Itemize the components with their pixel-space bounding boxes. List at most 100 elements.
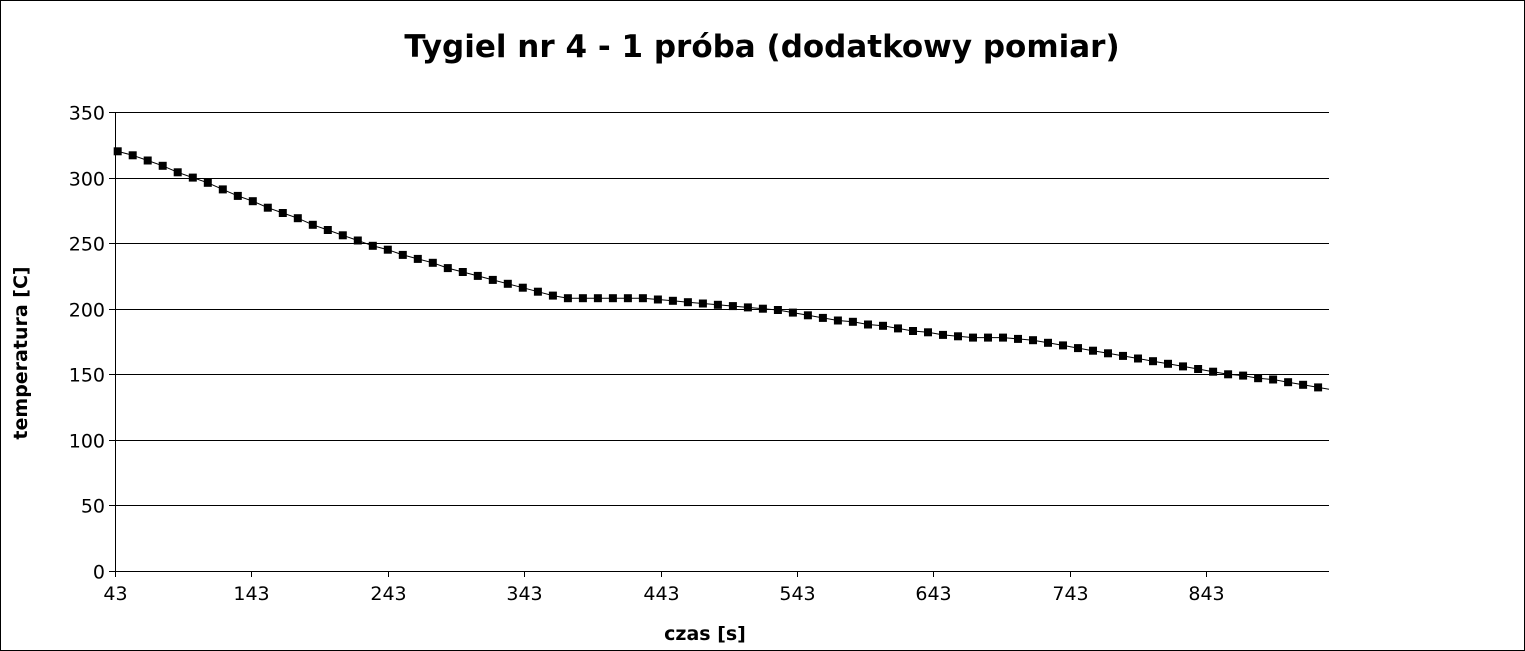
data-point [1059,341,1067,350]
data-point [158,161,167,170]
data-point [1104,349,1112,358]
data-point [548,291,557,300]
chart-title: Tygiel nr 4 - 1 próba (dodatkowy pomiar) [404,29,1119,65]
data-point [1134,354,1142,363]
data-point [383,245,392,254]
data-point [608,294,617,303]
x-axis-label: czas [s] [664,623,746,645]
x-tick-label: 43 [103,583,127,605]
data-point [984,333,992,342]
data-point [263,203,272,212]
data-point [533,287,542,296]
data-point [128,151,137,160]
data-point [879,321,887,330]
data-point [894,324,902,333]
data-point [593,294,602,303]
x-tick-labels: 43 143 243 343 443 543 643 743 843 [103,583,1224,605]
data-point [218,185,227,194]
data-point [1089,346,1097,355]
x-tick-label: 243 [370,583,406,605]
data-point [1239,371,1248,380]
data-point [248,197,257,206]
y-tick-label: 250 [69,234,105,256]
data-point [1044,338,1052,347]
series [113,147,1330,392]
data-point [909,327,917,335]
data-point [113,147,122,156]
data-point [203,178,212,187]
data-point [653,295,662,304]
x-tick-label: 143 [233,583,269,605]
data-point [758,304,767,313]
data-point [999,333,1007,342]
data-point [728,302,737,311]
data-point [1029,336,1037,345]
data-point [623,294,632,303]
data-point [1254,374,1263,383]
y-tick-label: 350 [69,103,105,125]
data-point [864,320,872,329]
data-point [1284,378,1293,387]
data-point [1179,362,1187,371]
data-point [458,268,467,276]
y-tick-label: 150 [69,365,105,387]
y-tick-labels: 0 50 100 150 200 250 300 350 [69,103,105,584]
x-tick-label: 743 [1052,583,1088,605]
data-point [698,299,707,308]
data-point [1194,365,1203,373]
data-point [443,264,452,273]
data-point [323,226,332,234]
x-tick-label: 543 [779,583,815,605]
data-point [488,275,497,284]
data-point [1149,357,1157,366]
data-point [578,294,587,303]
data-point [308,220,317,229]
data-point [518,283,527,292]
data-point [818,313,827,322]
data-point [1269,375,1278,384]
data-point [743,303,752,312]
x-tick-label: 643 [915,583,951,605]
data-point [969,333,977,342]
axes [109,112,1329,577]
y-tick-label: 0 [93,562,105,584]
data-point [803,311,812,320]
data-point [939,330,947,339]
data-point [503,279,512,288]
data-point [473,271,482,280]
data-point [173,168,182,177]
data-point [638,294,647,303]
data-point [563,294,572,303]
data-point [833,316,842,325]
data-point [278,209,287,217]
data-point [353,236,362,245]
data-point [428,258,437,267]
data-point [1314,383,1323,392]
data-point [954,332,962,341]
y-tick-label: 100 [69,431,105,453]
data-point [924,328,932,337]
data-point [1074,344,1082,353]
series-line [117,150,1330,390]
data-point [773,306,782,314]
data-point [1224,370,1233,379]
data-point [1299,380,1308,389]
data-point [143,156,152,165]
data-point [683,298,692,307]
data-point [188,173,197,182]
data-point [1014,334,1022,343]
y-tick-label: 300 [69,169,105,191]
grid-lines [115,112,1329,506]
x-tick-label: 443 [643,583,679,605]
data-point [293,214,302,223]
x-tick-label: 343 [506,583,542,605]
x-tick-label: 843 [1188,583,1224,605]
data-point [788,308,797,317]
data-point [368,241,377,250]
data-point [668,296,677,305]
y-tick-label: 50 [81,496,105,518]
data-point [1164,359,1172,368]
data-point [1209,367,1218,376]
